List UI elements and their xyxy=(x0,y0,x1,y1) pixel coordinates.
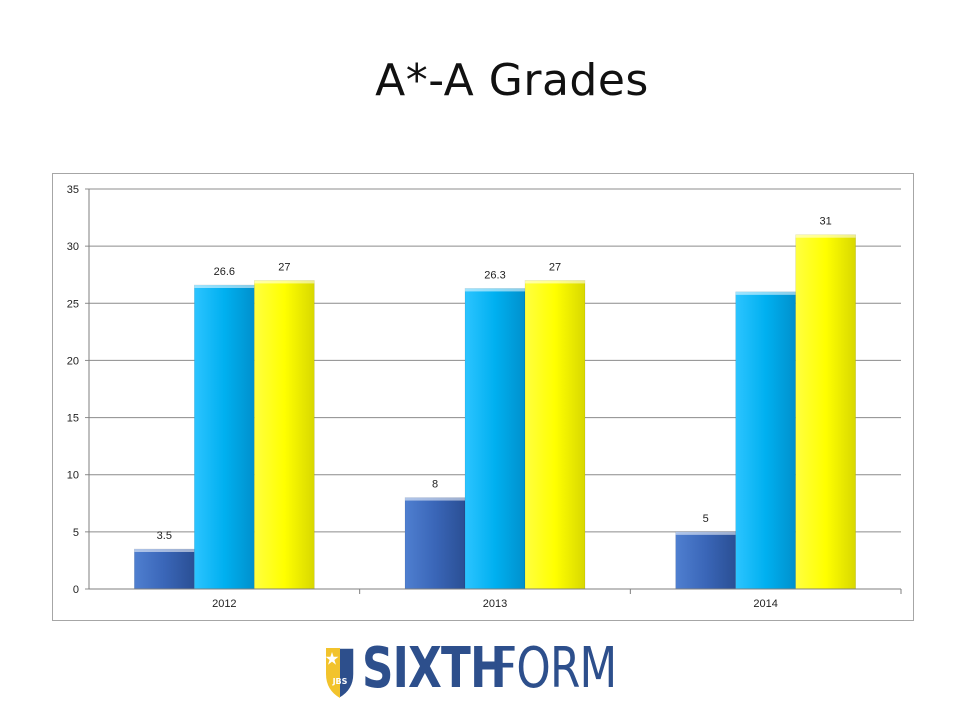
crest-text: JBS xyxy=(332,677,348,686)
bar xyxy=(795,234,856,590)
data-label: 27 xyxy=(549,261,561,273)
bar xyxy=(194,284,255,590)
data-label: 27 xyxy=(278,261,290,273)
y-tick-label: 35 xyxy=(67,184,79,196)
bar xyxy=(404,497,466,590)
bar-highlight xyxy=(525,280,585,284)
data-label: 26.6 xyxy=(214,266,235,278)
x-tick-label: 2013 xyxy=(483,598,507,610)
data-label: 5 xyxy=(703,513,709,525)
x-tick-label: 2012 xyxy=(212,598,236,610)
y-tick-label: 15 xyxy=(67,413,79,425)
y-tick-label: 20 xyxy=(67,355,79,367)
y-tick-label: 0 xyxy=(73,584,79,596)
data-label: 31 xyxy=(820,216,832,228)
y-tick-label: 5 xyxy=(73,527,79,539)
data-labels: 3.5 26.6 27 8 26.3 27 5 31 xyxy=(157,216,832,542)
bar xyxy=(524,280,586,590)
chart-area: 0 5 10 15 20 25 30 35 2012 2013 2014 3.5 26.6 27 8 26.… xyxy=(52,173,914,621)
bar xyxy=(735,291,796,590)
bar-highlight xyxy=(795,234,856,238)
axes: 0 5 10 15 20 25 30 35 2012 2013 2014 xyxy=(67,184,902,610)
bar-highlight xyxy=(254,280,315,284)
bar xyxy=(254,280,315,590)
logo-word-sixth: SIXTH xyxy=(362,636,507,701)
bar-highlight xyxy=(675,531,736,535)
y-tick-label: 10 xyxy=(67,470,79,482)
bar xyxy=(675,531,736,590)
logo-word-form: FORM xyxy=(492,636,617,701)
y-tick-label: 25 xyxy=(67,298,79,310)
bar xyxy=(134,548,195,590)
data-label: 8 xyxy=(432,479,438,491)
slide-title: A*-A Grades xyxy=(375,55,649,106)
y-tick-label: 30 xyxy=(67,241,79,253)
data-label: 3.5 xyxy=(157,530,172,542)
bar-chart: 0 5 10 15 20 25 30 35 2012 2013 2014 3.5 26.6 27 8 26.… xyxy=(67,184,902,610)
bars xyxy=(134,234,856,590)
bar-highlight xyxy=(465,288,525,292)
bar-highlight xyxy=(194,285,255,288)
x-tick-label: 2014 xyxy=(753,598,777,610)
sixth-form-logo: JBS SIXTH FORM xyxy=(322,636,632,704)
bar xyxy=(464,288,526,590)
bar-highlight xyxy=(405,497,465,501)
bar-highlight xyxy=(735,291,796,295)
school-crest-icon: JBS xyxy=(325,647,355,699)
bar-highlight xyxy=(134,549,195,552)
data-label: 26.3 xyxy=(484,269,505,281)
